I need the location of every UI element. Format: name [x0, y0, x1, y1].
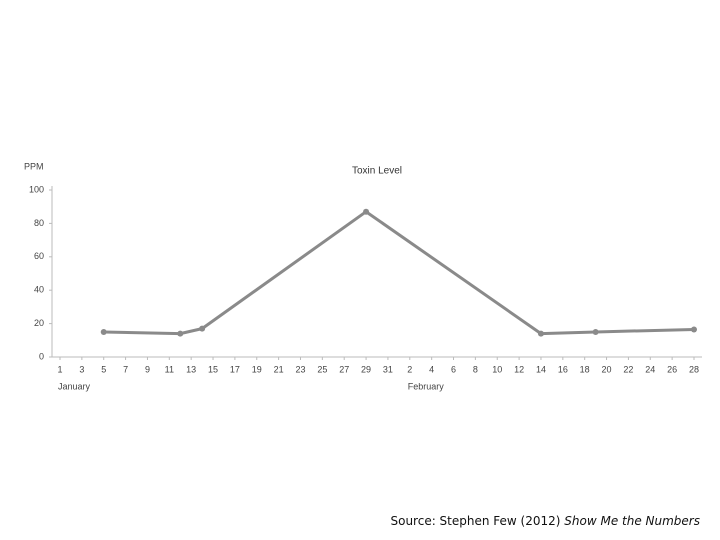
y-axis-label: PPM	[24, 161, 44, 171]
x-tick-label: 12	[514, 364, 524, 374]
x-tick-label: 9	[145, 364, 150, 374]
x-tick-label: 27	[339, 364, 349, 374]
y-tick-label: 80	[34, 218, 44, 228]
x-tick-label: 20	[602, 364, 612, 374]
x-tick-label: 29	[361, 364, 371, 374]
x-tick-label: 26	[667, 364, 677, 374]
point	[177, 330, 184, 337]
x-tick-label: 11	[165, 364, 174, 374]
point	[537, 330, 544, 337]
source-book: Show Me the Numbers	[564, 514, 700, 528]
x-tick-label: 31	[383, 364, 393, 374]
x-tick-label: 10	[492, 364, 502, 374]
x-tick-label: 18	[580, 364, 590, 374]
y-tick-label: 20	[34, 318, 44, 328]
x-tick-label: 28	[689, 364, 699, 374]
y-tick-label: 40	[34, 285, 44, 295]
source: Source: Stephen Few (2012) Show Me the N…	[390, 514, 700, 528]
x-tick-label: 7	[123, 364, 128, 374]
point	[592, 328, 599, 335]
x-tick-label: 17	[230, 364, 240, 374]
x-tick-label: 22	[623, 364, 633, 374]
y-tick-label: 100	[29, 184, 44, 194]
x-tick-label: 4	[429, 364, 434, 374]
x-tick-label: 21	[274, 364, 284, 374]
x-tick-label: 6	[451, 364, 456, 374]
point	[691, 326, 697, 333]
y-tick-label: 0	[39, 351, 44, 361]
source-text: Source: Stephen Few (2012)	[390, 514, 560, 528]
point	[363, 208, 370, 215]
x-tick-label: 24	[645, 364, 655, 374]
x-tick-label: 2	[407, 364, 412, 374]
point	[199, 325, 206, 332]
y-tick-label: 60	[34, 251, 44, 261]
x-tick-label: 23	[295, 364, 305, 374]
x-tick-label: 19	[252, 364, 262, 374]
x-tick-label: 3	[79, 364, 84, 374]
x-tick-label: 16	[558, 364, 568, 374]
x-tick-label: 1	[57, 364, 62, 374]
line	[103, 210, 695, 336]
x-tick-label: 15	[208, 364, 218, 374]
chart-title: Toxin Level	[352, 166, 402, 177]
x-tick-label: 5	[101, 364, 106, 374]
x-tick-label: 14	[536, 364, 546, 374]
point	[100, 328, 107, 335]
x-tick-label: 8	[473, 364, 478, 374]
month-label: January	[58, 381, 91, 391]
x-tick-label: 25	[317, 364, 327, 374]
month-label: February	[408, 381, 445, 391]
x-tick-label: 13	[186, 364, 196, 374]
